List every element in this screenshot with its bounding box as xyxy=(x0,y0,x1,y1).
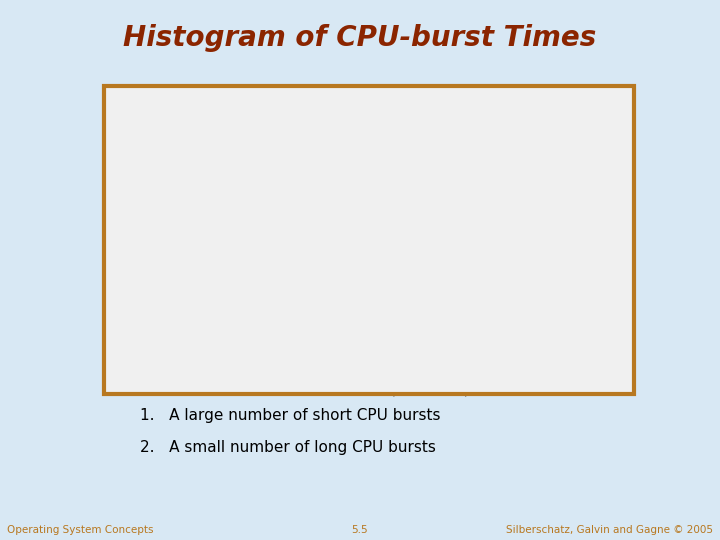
Y-axis label: frequency: frequency xyxy=(122,204,132,260)
Text: 1.   A large number of short CPU bursts: 1. A large number of short CPU bursts xyxy=(140,408,441,423)
X-axis label: burst duration (milliseconds): burst duration (milliseconds) xyxy=(308,387,469,396)
Text: Operating System Concepts: Operating System Concepts xyxy=(7,524,153,535)
Text: Histogram of CPU-burst Times: Histogram of CPU-burst Times xyxy=(123,24,597,52)
Text: 2.   A small number of long CPU bursts: 2. A small number of long CPU bursts xyxy=(140,440,436,455)
Text: Silberschatz, Galvin and Gagne © 2005: Silberschatz, Galvin and Gagne © 2005 xyxy=(505,524,713,535)
Text: 5.5: 5.5 xyxy=(351,524,369,535)
